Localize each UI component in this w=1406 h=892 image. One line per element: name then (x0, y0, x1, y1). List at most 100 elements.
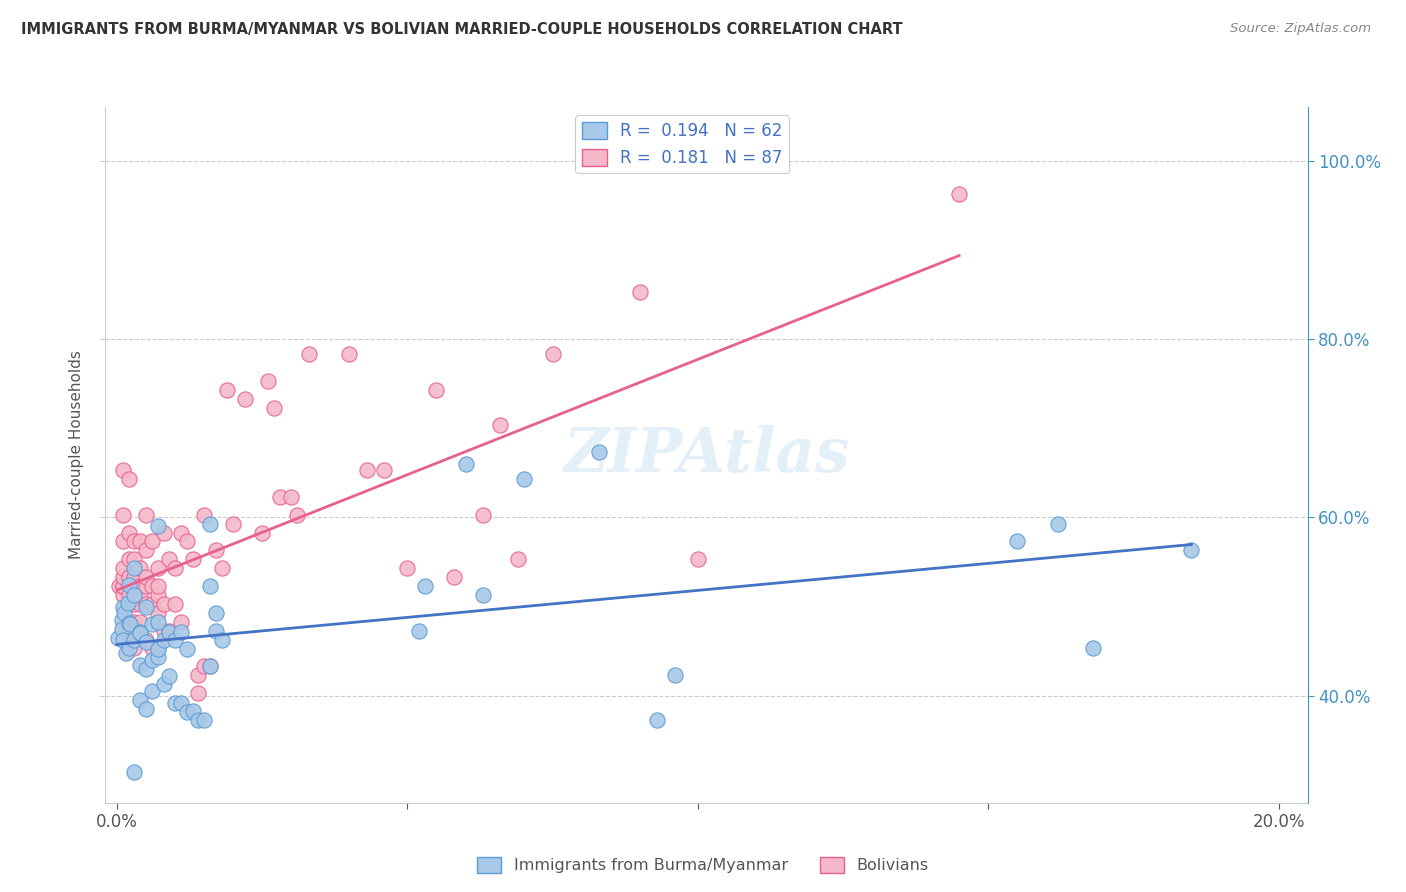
Point (541, 347, 564, 361)
Point (454, 457, 477, 471)
Point (193, 713, 215, 727)
Point (135, 635, 157, 649)
Point (124, 570, 146, 584)
Point (111, 622, 134, 636)
Point (124, 624, 146, 638)
Point (141, 684, 163, 698)
Y-axis label: Married-couple Households: Married-couple Households (69, 351, 84, 559)
Point (111, 633, 134, 648)
Point (129, 693, 152, 707)
Point (1180, 543, 1202, 558)
Point (337, 347, 360, 361)
Point (356, 463, 378, 477)
Point (187, 713, 209, 727)
Point (222, 516, 245, 531)
Point (112, 606, 135, 620)
Point (129, 561, 152, 575)
Point (141, 617, 163, 632)
Point (193, 659, 215, 673)
Point (124, 597, 146, 611)
Point (152, 624, 174, 638)
Point (198, 579, 221, 593)
Point (146, 650, 169, 665)
Point (664, 668, 686, 682)
Point (129, 624, 152, 639)
Point (124, 561, 146, 575)
Point (181, 704, 204, 718)
Point (948, 186, 970, 201)
Point (118, 525, 141, 540)
Point (114, 646, 136, 660)
Point (118, 597, 141, 611)
Point (117, 596, 139, 610)
Point (176, 705, 198, 719)
Point (111, 561, 134, 575)
Point (152, 633, 174, 648)
Point (124, 633, 146, 648)
Point (157, 624, 180, 639)
Point (118, 472, 141, 486)
Point (408, 624, 430, 638)
Point (1046, 516, 1069, 531)
Point (233, 392, 256, 406)
Point (146, 642, 169, 657)
Point (135, 632, 157, 647)
Point (146, 519, 169, 533)
Point (118, 617, 141, 632)
Point (181, 552, 204, 566)
Text: Source: ZipAtlas.com: Source: ZipAtlas.com (1230, 22, 1371, 36)
Point (489, 418, 512, 433)
Point (152, 525, 174, 540)
Point (118, 641, 141, 656)
Point (198, 659, 221, 673)
Point (170, 615, 193, 629)
Point (146, 615, 169, 629)
Point (141, 579, 163, 593)
Point (165, 633, 187, 648)
Point (373, 463, 395, 477)
Point (1081, 641, 1104, 656)
Point (204, 624, 226, 638)
Point (111, 599, 134, 614)
Point (204, 543, 226, 558)
Point (176, 642, 198, 657)
Point (512, 472, 534, 486)
Point (165, 597, 187, 611)
Text: ZIPAtlas: ZIPAtlas (564, 425, 849, 485)
Point (471, 588, 494, 602)
Point (146, 561, 169, 575)
Point (396, 561, 419, 575)
Point (146, 641, 169, 656)
Point (118, 552, 141, 566)
Point (111, 613, 134, 627)
Point (443, 570, 465, 584)
Point (118, 570, 141, 584)
Point (152, 597, 174, 611)
Point (135, 543, 157, 558)
Point (187, 686, 209, 700)
Point (135, 597, 157, 611)
Point (471, 508, 494, 522)
Point (506, 552, 529, 566)
Point (111, 534, 134, 549)
Point (141, 641, 163, 656)
Point (645, 713, 668, 727)
Point (170, 696, 193, 710)
Point (111, 463, 134, 477)
Point (170, 624, 193, 639)
Legend: R =  0.194   N = 62, R =  0.181   N = 87: R = 0.194 N = 62, R = 0.181 N = 87 (575, 115, 790, 173)
Point (141, 534, 163, 549)
Point (111, 588, 134, 602)
Point (157, 669, 180, 683)
Text: IMMIGRANTS FROM BURMA/MYANMAR VS BOLIVIAN MARRIED-COUPLE HOUSEHOLDS CORRELATION : IMMIGRANTS FROM BURMA/MYANMAR VS BOLIVIA… (21, 22, 903, 37)
Point (157, 552, 180, 566)
Point (135, 579, 157, 593)
Point (124, 534, 146, 549)
Point (135, 662, 157, 676)
Point (257, 374, 280, 388)
Point (146, 588, 169, 602)
Point (118, 578, 141, 592)
Point (135, 508, 157, 522)
Point (135, 702, 157, 716)
Point (146, 606, 169, 620)
